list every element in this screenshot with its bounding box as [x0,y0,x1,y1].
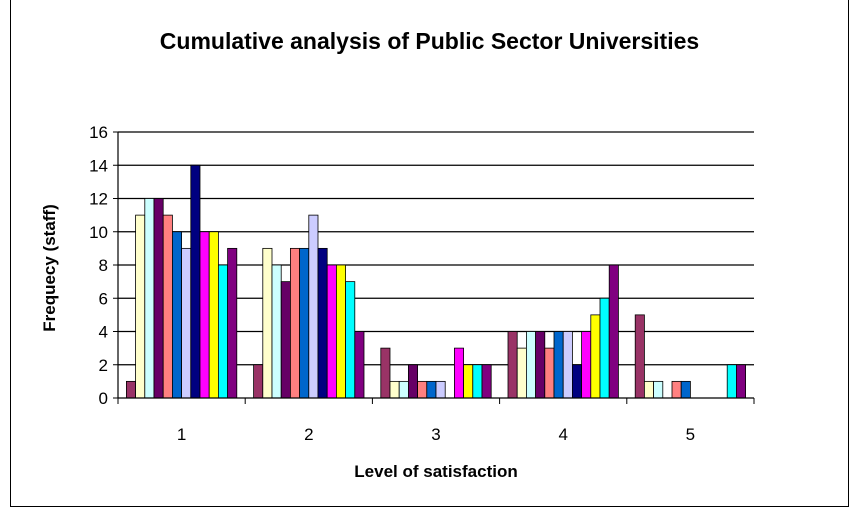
bar [181,247,192,399]
bar [398,380,409,399]
bar [380,347,391,399]
bar [171,231,182,399]
y-tick-label: 10 [89,223,108,242]
bar [553,331,564,399]
bar [407,364,418,399]
bar [507,331,518,399]
bar [481,364,492,399]
bar [253,364,264,399]
bar [590,314,601,399]
bar [262,247,273,399]
y-tick-label: 4 [99,323,108,342]
chart-frame [10,0,849,507]
bar [289,247,300,399]
bar [271,264,282,399]
y-tick-label: 6 [99,289,108,308]
x-tick-label: 4 [558,425,567,444]
bar [726,364,737,399]
bar [227,247,238,399]
bar [126,380,137,399]
bar [581,331,592,399]
bar [354,331,365,399]
bar [280,281,291,399]
y-tick-label: 0 [99,389,108,408]
bar [453,347,464,399]
bar [599,297,610,399]
bar [153,198,164,399]
chart-title: Cumulative analysis of Public Sector Uni… [159,28,700,54]
bar [516,347,527,399]
bar [680,380,691,399]
bar [162,214,173,399]
bar [736,364,747,399]
x-axis-label: Level of satisfaction [354,462,518,481]
y-tick-label: 8 [99,256,108,275]
bar [544,347,555,399]
bar [608,264,619,399]
bar [526,331,537,399]
bar [463,364,474,399]
y-tick-label: 16 [89,123,108,142]
bar [308,214,319,399]
bar [426,380,437,399]
bar [634,314,645,399]
bar [326,264,337,399]
bar [299,247,310,399]
x-tick-label: 3 [431,425,440,444]
bar [417,380,428,399]
bar [435,380,446,399]
bar [217,264,228,399]
bar [208,231,219,399]
bar [135,214,146,399]
y-tick-label: 12 [89,190,108,209]
bar [562,331,573,399]
bar [644,380,655,399]
bar [535,331,546,399]
bar [144,198,155,399]
bar [317,247,328,399]
bar [199,231,210,399]
x-tick-label: 1 [177,425,186,444]
bar [653,380,664,399]
bar [671,380,682,399]
bar [472,364,483,399]
x-tick-label: 2 [304,425,313,444]
y-tick-label: 2 [99,356,108,375]
x-tick-label: 5 [686,425,695,444]
bar [345,281,356,399]
bar [190,164,201,399]
bar [389,380,400,399]
bar [335,264,346,399]
bar [572,364,583,399]
y-tick-label: 14 [89,156,108,175]
